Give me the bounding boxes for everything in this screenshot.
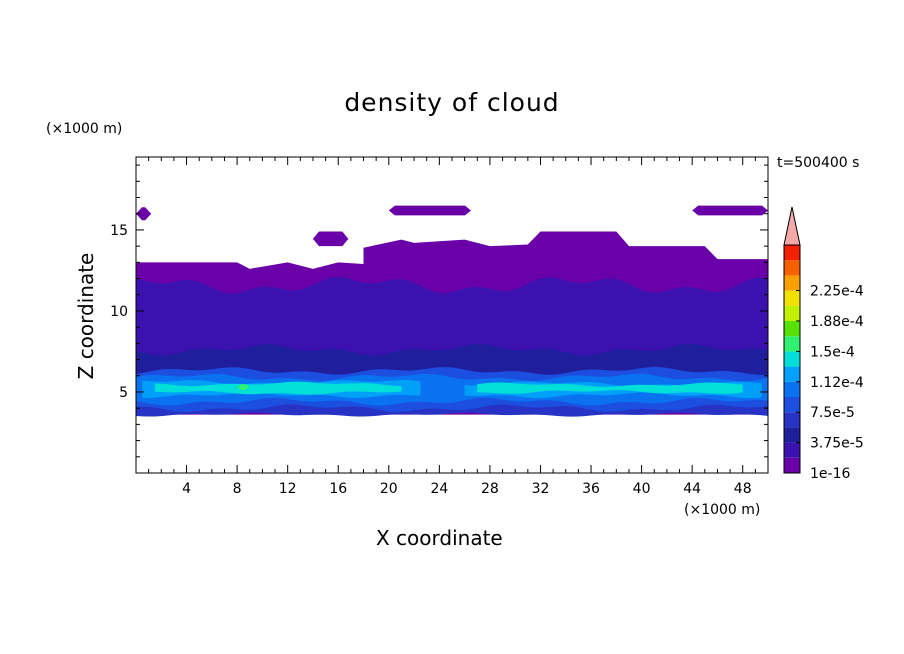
x-tick-label: 32 xyxy=(532,481,550,497)
cloud-patch xyxy=(312,231,349,247)
y-axis-unit: (×1000 m) xyxy=(46,121,123,137)
plot-area xyxy=(136,205,768,417)
colorbar-swatch xyxy=(784,427,800,443)
colorbar-swatch xyxy=(784,412,800,428)
time-label: t=500400 s xyxy=(777,155,860,171)
x-tick-label: 44 xyxy=(683,481,701,497)
x-tick-label: 48 xyxy=(734,481,752,497)
colorbar-label: 7.5e-5 xyxy=(810,405,855,421)
colorbar-swatch xyxy=(784,260,800,276)
colorbar-swatch xyxy=(784,336,800,352)
cloud-patch xyxy=(388,205,471,216)
colorbar-swatch xyxy=(784,305,800,321)
x-axis-label: X coordinate xyxy=(376,526,503,550)
colorbar-label: 1e-16 xyxy=(810,466,850,482)
x-tick-label: 24 xyxy=(430,481,448,497)
colorbar-swatch xyxy=(784,366,800,382)
chart-title: density of cloud xyxy=(344,88,560,117)
colorbar-label: 1.88e-4 xyxy=(810,314,864,330)
y-tick-label: 15 xyxy=(110,223,128,239)
colorbar-label: 2.25e-4 xyxy=(810,284,864,300)
x-tick-label: 20 xyxy=(380,481,398,497)
colorbar-swatch xyxy=(784,275,800,291)
cloud-patch xyxy=(136,207,152,221)
x-tick-label: 16 xyxy=(329,481,347,497)
peak-spot xyxy=(238,384,249,391)
y-tick-label: 10 xyxy=(110,304,128,320)
x-tick-label: 12 xyxy=(279,481,297,497)
colorbar-swatch xyxy=(784,245,800,261)
cloud-patch xyxy=(692,205,768,216)
colorbar-swatch xyxy=(784,321,800,337)
contour-band xyxy=(477,382,743,394)
y-tick-label: 5 xyxy=(119,385,128,401)
x-axis-unit: (×1000 m) xyxy=(684,502,761,518)
colorbar-label: 1.5e-4 xyxy=(810,344,855,360)
colorbar-swatch xyxy=(784,397,800,413)
colorbar: 1e-16 3.75e-5 7.5e-5 1.12e-4 1.5e-4 1.88e-4 2.… xyxy=(783,206,864,482)
x-tick-label: 28 xyxy=(481,481,499,497)
colorbar-swatch xyxy=(784,290,800,306)
colorbar-frame xyxy=(783,244,801,474)
x-tick-label: 36 xyxy=(582,481,600,497)
x-tick-label: 4 xyxy=(182,481,191,497)
contour-band xyxy=(154,381,402,395)
contour-fill xyxy=(136,205,768,417)
x-tick-label: 40 xyxy=(633,481,651,497)
colorbar-swatch xyxy=(784,351,800,367)
colorbar-label: 3.75e-5 xyxy=(810,436,864,452)
colorbar-extend-arrow xyxy=(783,206,801,246)
cloud-patch xyxy=(363,252,415,269)
colorbar-label: 1.12e-4 xyxy=(810,375,864,391)
colorbar-swatch xyxy=(784,381,800,397)
x-tick-label: 8 xyxy=(233,481,242,497)
colorbar-swatch xyxy=(784,457,800,473)
colorbar-swatch xyxy=(784,442,800,458)
